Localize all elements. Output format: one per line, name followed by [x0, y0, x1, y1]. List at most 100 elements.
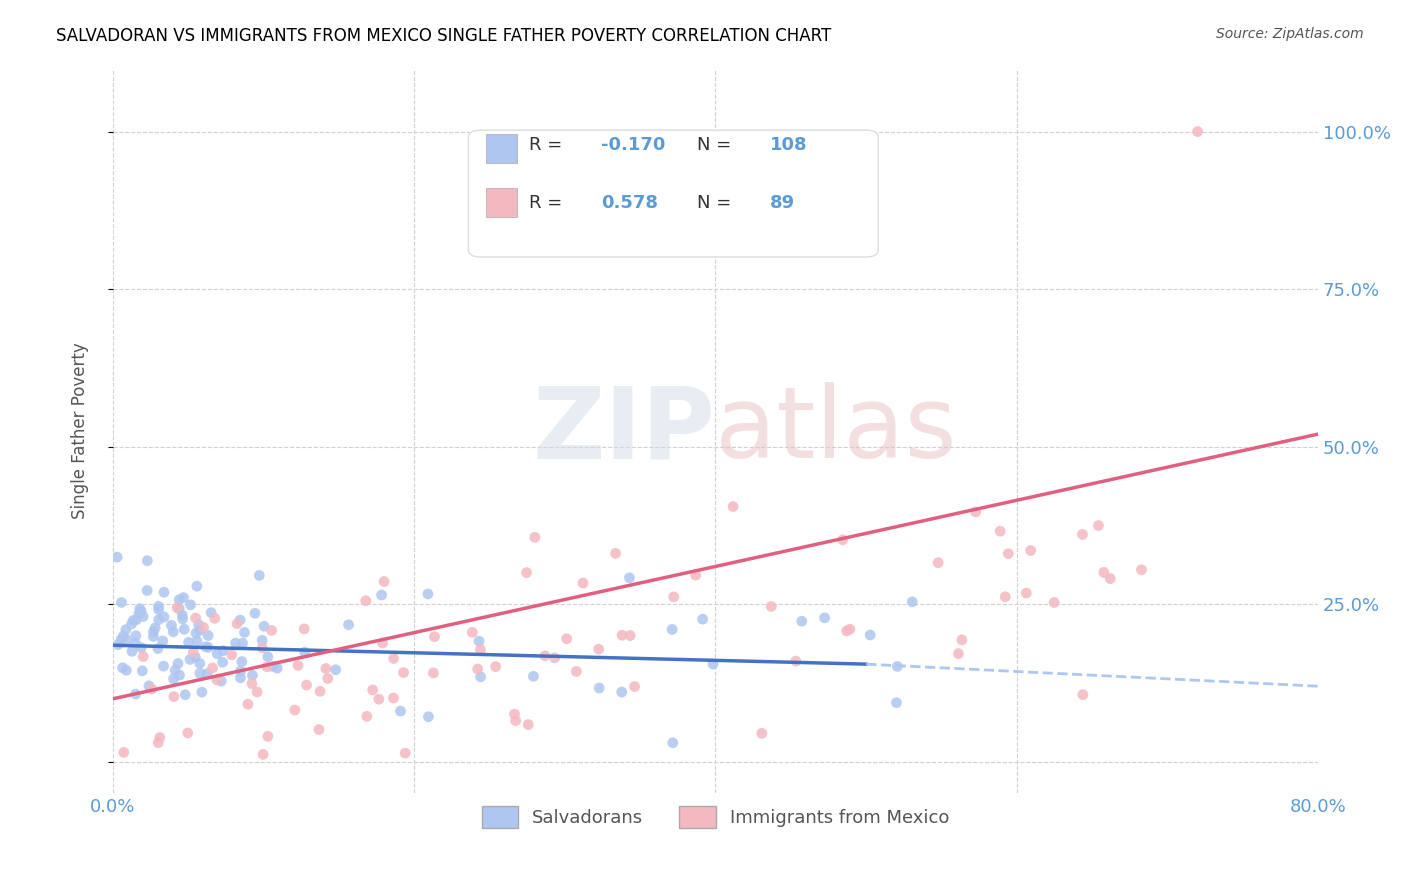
Salvadorans: [209, 674, 232, 689]
Salvadorans: [112, 629, 135, 643]
Immigrants from Mexico: [373, 574, 395, 589]
Immigrants from Mexico: [309, 684, 332, 698]
Immigrants from Mexico: [226, 616, 249, 631]
Immigrants from Mexico: [163, 690, 186, 704]
Salvadorans: [205, 647, 228, 661]
Salvadorans: [229, 671, 252, 685]
Immigrants from Mexico: [356, 709, 378, 723]
Salvadorans: [886, 659, 908, 673]
Immigrants from Mexico: [1187, 124, 1209, 138]
Immigrants from Mexico: [965, 505, 987, 519]
Salvadorans: [661, 623, 683, 637]
Salvadorans: [191, 685, 214, 699]
Salvadorans: [129, 604, 152, 618]
Salvadorans: [121, 644, 143, 658]
Salvadorans: [111, 661, 134, 675]
Immigrants from Mexico: [544, 650, 567, 665]
Immigrants from Mexico: [177, 726, 200, 740]
Salvadorans: [136, 554, 159, 568]
Immigrants from Mexico: [588, 642, 610, 657]
Salvadorans: [187, 617, 209, 632]
Text: N =: N =: [697, 194, 737, 211]
Immigrants from Mexico: [619, 628, 641, 642]
Salvadorans: [124, 636, 146, 650]
Salvadorans: [212, 644, 235, 658]
Salvadorans: [153, 585, 176, 599]
Y-axis label: Single Father Poverty: Single Father Poverty: [72, 343, 89, 519]
Immigrants from Mexico: [605, 546, 627, 560]
Immigrants from Mexico: [927, 556, 949, 570]
Salvadorans: [294, 645, 316, 659]
Immigrants from Mexico: [112, 745, 135, 759]
Salvadorans: [162, 624, 184, 639]
Immigrants from Mexico: [1087, 518, 1109, 533]
Immigrants from Mexico: [1099, 572, 1122, 586]
Salvadorans: [225, 636, 247, 650]
Salvadorans: [173, 622, 195, 636]
Immigrants from Mexico: [523, 530, 546, 544]
Immigrants from Mexico: [181, 645, 204, 659]
Bar: [486, 188, 516, 217]
Salvadorans: [197, 640, 219, 655]
Immigrants from Mexico: [785, 654, 807, 668]
Salvadorans: [325, 663, 347, 677]
Salvadorans: [129, 640, 152, 655]
Immigrants from Mexico: [316, 672, 339, 686]
Salvadorans: [125, 629, 148, 643]
Salvadorans: [143, 621, 166, 635]
FancyBboxPatch shape: [468, 130, 879, 257]
Salvadorans: [184, 626, 207, 640]
Salvadorans: [416, 587, 439, 601]
Salvadorans: [153, 610, 176, 624]
Immigrants from Mexico: [1015, 586, 1038, 600]
Salvadorans: [128, 601, 150, 615]
Immigrants from Mexico: [204, 611, 226, 625]
Salvadorans: [184, 650, 207, 665]
Salvadorans: [233, 625, 256, 640]
Salvadorans: [131, 664, 153, 678]
Salvadorans: [253, 619, 276, 633]
Text: -0.170: -0.170: [600, 136, 665, 153]
Salvadorans: [136, 583, 159, 598]
Text: R =: R =: [529, 194, 568, 211]
Salvadorans: [169, 668, 191, 682]
Salvadorans: [125, 613, 148, 627]
Salvadorans: [152, 634, 174, 648]
Salvadorans: [132, 609, 155, 624]
Salvadorans: [124, 687, 146, 701]
Immigrants from Mexico: [221, 648, 243, 662]
Bar: [486, 134, 516, 162]
Salvadorans: [418, 710, 440, 724]
Salvadorans: [174, 688, 197, 702]
Salvadorans: [115, 623, 138, 637]
Immigrants from Mexico: [166, 600, 188, 615]
Salvadorans: [105, 550, 128, 565]
Salvadorans: [188, 624, 211, 638]
Salvadorans: [470, 670, 492, 684]
Immigrants from Mexico: [141, 681, 163, 696]
Immigrants from Mexico: [994, 590, 1017, 604]
Salvadorans: [173, 591, 195, 605]
Immigrants from Mexico: [461, 625, 484, 640]
Salvadorans: [107, 638, 129, 652]
Immigrants from Mexico: [565, 665, 588, 679]
Immigrants from Mexico: [184, 611, 207, 625]
Text: 0.578: 0.578: [600, 194, 658, 211]
Immigrants from Mexico: [516, 566, 538, 580]
Salvadorans: [110, 632, 132, 647]
Immigrants from Mexico: [623, 680, 645, 694]
Immigrants from Mexico: [292, 622, 315, 636]
Immigrants from Mexico: [361, 682, 384, 697]
Salvadorans: [180, 598, 202, 612]
Salvadorans: [250, 633, 273, 648]
Immigrants from Mexico: [485, 659, 508, 673]
Immigrants from Mexico: [1019, 543, 1042, 558]
Text: ZIP: ZIP: [533, 383, 716, 479]
Salvadorans: [172, 608, 194, 623]
Salvadorans: [148, 599, 170, 614]
Immigrants from Mexico: [236, 697, 259, 711]
Salvadorans: [522, 669, 544, 683]
Salvadorans: [662, 736, 685, 750]
Immigrants from Mexico: [315, 661, 337, 675]
Salvadorans: [468, 634, 491, 648]
